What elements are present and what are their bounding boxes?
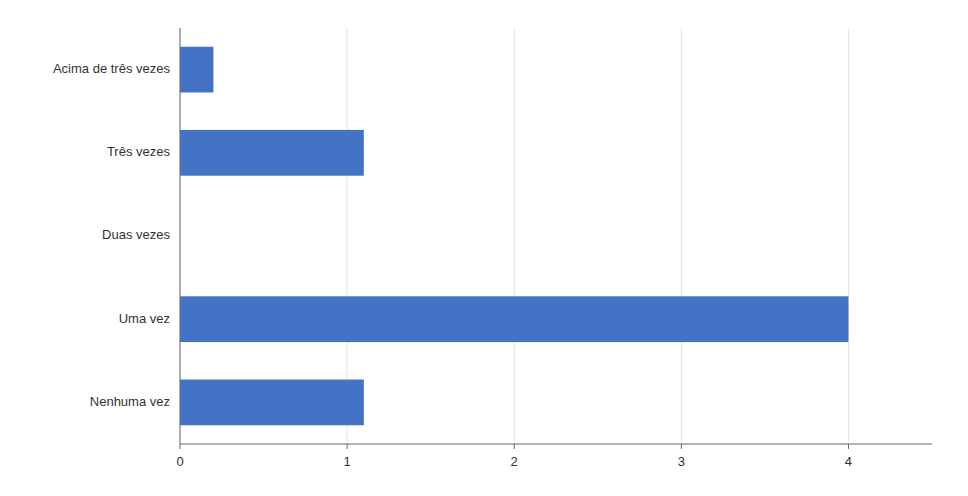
bar [180,130,364,176]
grid-line [514,28,515,444]
tick-mark [848,444,849,449]
tick-mark [347,444,348,449]
tick-mark [180,444,181,449]
tick-label: 0 [176,454,183,469]
grid-line [681,28,682,444]
tick-mark [681,444,682,449]
bar [180,47,213,93]
chart-container: 0 1 2 3 4 Nenhuma vez Uma vez Duas vezes Três ve… [0,0,968,496]
category-label: Acima de três vezes [53,61,171,76]
tick-label: 4 [845,454,852,469]
tick-label: 2 [511,454,518,469]
category-label: Duas vezes [102,227,170,242]
bar [180,213,181,259]
tick-label: 3 [678,454,685,469]
category-label: Uma vez [119,311,170,326]
tick-mark [514,444,515,449]
axes: 0 1 2 3 4 [176,28,932,469]
bar [180,296,848,342]
category-label: Três vezes [107,144,171,159]
category-label: Nenhuma vez [90,394,170,409]
grid [180,28,848,444]
grid-line [848,28,849,444]
category-labels: Nenhuma vez Uma vez Duas vezes Três vezes Ac… [53,61,171,409]
bar [180,380,364,426]
bars [180,47,848,426]
tick-label: 1 [343,454,350,469]
x-axis-line [180,444,932,445]
chart: 0 1 2 3 4 Nenhuma vez Uma vez Duas vezes Três ve… [0,0,968,496]
